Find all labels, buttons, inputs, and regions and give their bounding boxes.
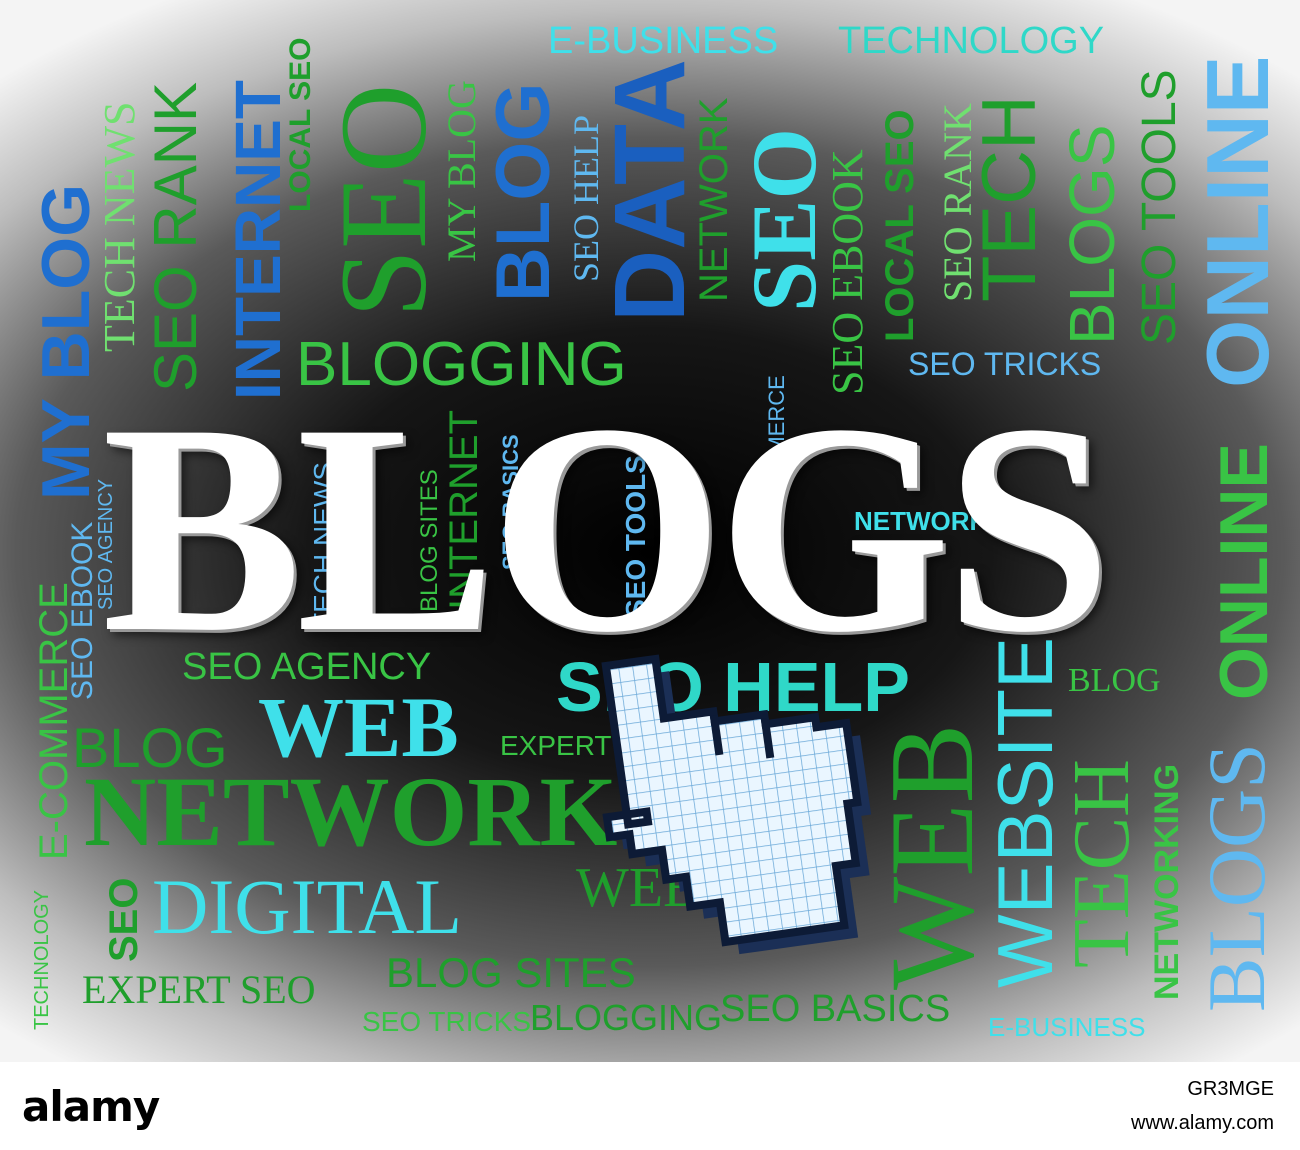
word-seo-tricks-top: SEO TRICKS: [908, 346, 1102, 382]
word-blog-lower-right: BLOG: [1068, 662, 1161, 699]
brand-logo: alamy: [22, 1082, 160, 1131]
word-tech-news-left: TECH NEWS: [95, 101, 144, 352]
word-my-blog-small: MY BLOG: [439, 80, 484, 262]
word-digital: DIGITAL: [152, 863, 462, 950]
word-online-green: ONLINE: [1206, 443, 1282, 700]
word-local-seo-small: LOCAL SEO: [284, 37, 317, 212]
word-technology-top: TECHNOLOGY: [838, 20, 1105, 62]
blogs-title: BLOGS: [102, 362, 1112, 694]
footer-bar: alamy GR3MGE www.alamy.com: [0, 1062, 1300, 1150]
word-blog-sites-bottom: BLOG SITES: [386, 949, 636, 996]
word-local-seo-top: LOCAL SEO: [878, 109, 922, 342]
word-cloud-image: E-BUSINESS TECHNOLOGY TECH NEWS SEO RANK…: [0, 0, 1300, 1062]
word-seo-tricks-bottom: SEO TRICKS: [362, 1006, 532, 1037]
word-data: DATA: [594, 59, 706, 322]
word-seo-ebook-left: SEO EBOOK: [66, 521, 99, 700]
word-blogging-bottom: BLOGGING: [530, 997, 723, 1038]
word-blog-blue: BLOG: [481, 82, 566, 302]
word-blog-lower-left: BLOG: [72, 716, 228, 779]
image-id: GR3MGE: [1187, 1078, 1274, 1100]
word-online-top: ONLINE: [1188, 55, 1287, 388]
word-seo-agency-lower: SEO AGENCY: [182, 646, 432, 688]
word-e-business-top: E-BUSINESS: [548, 20, 779, 62]
word-tech-top: TECH: [967, 95, 1052, 302]
word-tech-lower: TECH: [1058, 759, 1146, 968]
word-networking-lower: NETWORKING: [1148, 763, 1186, 1000]
word-seo-basics-bottom: SEO BASICS: [720, 988, 951, 1030]
word-my-blog-large: MY BLOG: [28, 183, 104, 500]
word-network-large: NETWORK: [84, 756, 618, 867]
site-url: www.alamy.com: [1131, 1112, 1274, 1134]
word-blogs-top: BLOGS: [1056, 124, 1128, 345]
word-web-large: WEB: [258, 679, 459, 775]
word-seo-rank: SEO RANK: [142, 81, 209, 392]
word-network-top: NETWORK: [692, 97, 736, 302]
word-seo-small-left: SEO: [102, 877, 146, 962]
word-networking-mid: NETWORKING: [854, 506, 1035, 536]
word-technology-left: TECHNOLOGY: [31, 889, 53, 1030]
word-seo-large: SEO: [315, 83, 452, 318]
word-expert-seo-bottom: EXPERT SEO: [82, 967, 316, 1012]
word-e-business-bottom: E-BUSINESS: [988, 1012, 1146, 1042]
word-blogs-lower: BLOGS: [1191, 743, 1282, 1012]
word-blogging-large: BLOGGING: [296, 330, 627, 399]
word-seo-ebook-top: SEO EBOOK: [823, 149, 872, 395]
pointing-hand-cursor-icon: [601, 654, 872, 955]
word-internet-top: INTERNET: [222, 80, 294, 400]
word-seo-tools-top: SEO TOOLS: [1133, 69, 1186, 345]
word-seo-cyan: SEO: [733, 127, 835, 312]
